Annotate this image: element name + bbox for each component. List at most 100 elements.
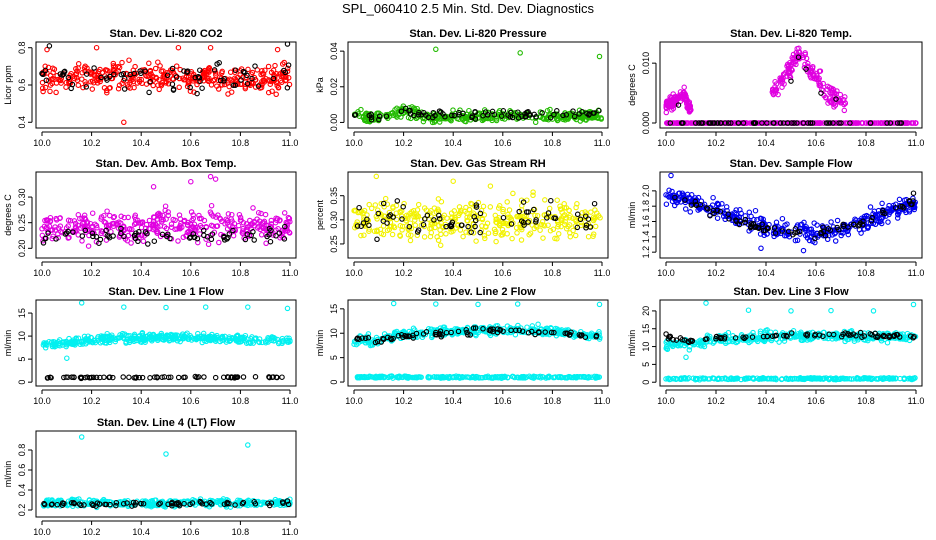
data-point bbox=[96, 240, 102, 246]
data-point bbox=[391, 224, 398, 231]
data-point bbox=[169, 81, 176, 87]
data-point bbox=[725, 120, 732, 126]
data-point bbox=[803, 224, 809, 230]
data-point bbox=[525, 330, 532, 336]
data-point bbox=[588, 331, 594, 338]
data-point bbox=[175, 374, 182, 381]
data-point bbox=[677, 342, 684, 349]
data-point bbox=[758, 245, 764, 252]
data-point bbox=[186, 235, 193, 241]
data-point bbox=[285, 339, 292, 345]
data-point bbox=[428, 213, 434, 219]
data-point bbox=[163, 225, 170, 232]
data-point bbox=[710, 207, 717, 214]
data-point bbox=[115, 63, 122, 70]
data-point bbox=[238, 77, 244, 83]
data-point bbox=[237, 339, 243, 345]
data-point bbox=[910, 301, 917, 308]
data-point bbox=[240, 68, 247, 75]
data-point bbox=[591, 200, 598, 207]
data-point bbox=[752, 207, 759, 214]
data-point bbox=[210, 78, 217, 84]
data-point bbox=[102, 67, 109, 73]
data-point bbox=[139, 219, 146, 225]
data-point bbox=[79, 238, 85, 244]
data-point bbox=[168, 374, 174, 380]
data-point bbox=[448, 221, 455, 227]
data-point bbox=[138, 70, 144, 77]
data-point bbox=[405, 231, 412, 238]
data-point bbox=[130, 336, 137, 343]
data-point bbox=[908, 376, 914, 382]
data-point bbox=[776, 339, 782, 345]
panel-title: Stan. Dev. Li-820 Temp. bbox=[730, 28, 852, 40]
data-point bbox=[398, 114, 404, 120]
data-point bbox=[215, 86, 222, 92]
data-point bbox=[596, 53, 603, 60]
data-point bbox=[39, 232, 46, 239]
data-point bbox=[163, 304, 169, 311]
data-point bbox=[547, 106, 553, 113]
data-point bbox=[710, 120, 716, 126]
data-point bbox=[421, 234, 428, 240]
data-point bbox=[148, 333, 154, 339]
data-point bbox=[366, 226, 372, 232]
data-point bbox=[74, 75, 80, 81]
data-point bbox=[376, 116, 382, 123]
x-tick-label: 10.8 bbox=[232, 268, 250, 278]
data-point bbox=[855, 375, 862, 382]
data-point bbox=[255, 209, 262, 216]
y-tick-label: 0.010 bbox=[641, 52, 651, 75]
data-point bbox=[539, 110, 545, 116]
data-point bbox=[371, 228, 378, 234]
y-tick-label: 0.35 bbox=[329, 187, 339, 205]
data-point bbox=[498, 113, 505, 119]
data-point bbox=[175, 238, 181, 244]
data-point bbox=[273, 91, 279, 98]
data-point bbox=[362, 335, 369, 342]
data-point bbox=[43, 77, 50, 84]
data-point bbox=[438, 231, 444, 238]
data-point bbox=[789, 376, 795, 382]
data-point bbox=[283, 77, 289, 83]
data-point bbox=[281, 67, 287, 74]
data-point bbox=[437, 328, 444, 334]
x-tick-label: 10.6 bbox=[494, 268, 512, 278]
data-point bbox=[540, 235, 546, 241]
data-point bbox=[514, 230, 520, 236]
x-tick-label: 11.0 bbox=[594, 396, 611, 406]
panel-ambbox: Stan. Dev. Amb. Box Temp.10.0 10.2 10.4 10.… bbox=[3, 158, 298, 278]
data-point bbox=[808, 75, 814, 81]
data-point bbox=[165, 231, 171, 237]
data-point bbox=[57, 223, 64, 229]
data-point bbox=[663, 192, 669, 198]
data-point bbox=[120, 374, 126, 380]
data-point bbox=[92, 221, 98, 228]
data-point bbox=[353, 221, 359, 228]
data-point bbox=[284, 223, 290, 229]
data-point bbox=[68, 338, 75, 345]
data-point bbox=[788, 78, 794, 84]
data-point bbox=[45, 230, 51, 236]
x-tick-label: 11.0 bbox=[282, 138, 299, 148]
data-point bbox=[547, 114, 554, 121]
data-point bbox=[526, 231, 532, 238]
data-point bbox=[557, 203, 563, 209]
x-tick-label: 10.0 bbox=[657, 396, 675, 406]
data-point bbox=[99, 228, 106, 235]
y-tick-label: 0.02 bbox=[329, 78, 339, 96]
data-point bbox=[456, 204, 463, 210]
x-tick-label: 10.2 bbox=[395, 138, 413, 148]
data-point bbox=[519, 113, 525, 119]
data-point bbox=[147, 67, 154, 74]
data-point bbox=[130, 76, 136, 82]
data-point bbox=[179, 333, 185, 339]
data-point bbox=[118, 230, 124, 237]
data-point bbox=[573, 204, 579, 211]
data-point bbox=[363, 374, 370, 380]
data-point bbox=[91, 337, 97, 344]
x-tick-label: 10.4 bbox=[444, 268, 462, 278]
data-point bbox=[279, 340, 285, 347]
data-point bbox=[389, 373, 395, 379]
